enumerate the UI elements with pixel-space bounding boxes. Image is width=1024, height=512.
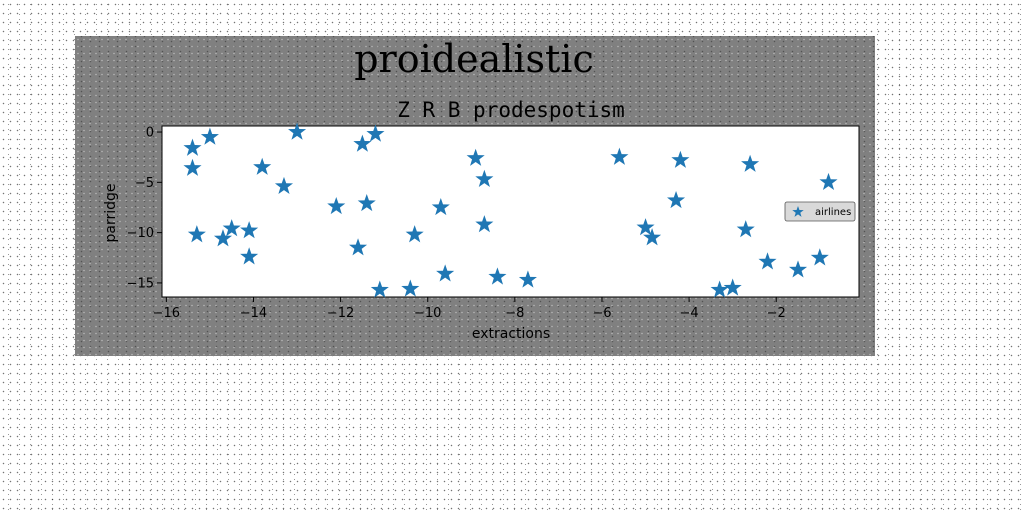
chart-suptitle: proidealistic xyxy=(354,37,594,81)
x-tick-label: −14 xyxy=(240,306,267,321)
data-point xyxy=(370,280,389,298)
x-tick-label: −2 xyxy=(767,306,786,321)
scatter-chart: proidealistic Z R B prodespotism −16 −14−… xyxy=(103,37,860,342)
data-point xyxy=(213,229,233,247)
data-point xyxy=(327,196,346,215)
legend-box xyxy=(784,201,856,222)
x-tick-label: −10 xyxy=(414,306,441,321)
data-point xyxy=(366,124,385,142)
y-tick-label: −10 xyxy=(127,226,154,241)
data-point xyxy=(671,150,690,168)
data-point xyxy=(736,220,755,238)
x-tick-label: −8 xyxy=(505,306,524,321)
data-point xyxy=(758,252,777,270)
chart-figure: proidealistic Z R B prodespotism −16 −14−… xyxy=(75,36,875,356)
data-point xyxy=(436,264,455,282)
data-point xyxy=(466,148,485,166)
data-point xyxy=(240,247,259,265)
plot-area xyxy=(161,125,860,298)
data-point xyxy=(353,134,372,152)
data-point xyxy=(741,154,760,172)
data-point xyxy=(431,197,450,216)
x-tick-label: −16 xyxy=(153,306,180,321)
legend-label-airlines: airlines xyxy=(815,207,851,218)
x-tick-label: −12 xyxy=(327,306,354,321)
x-tick-label: −4 xyxy=(680,306,699,321)
data-point xyxy=(357,193,376,212)
legend-marker-airlines xyxy=(792,206,804,217)
legend: airlines xyxy=(784,201,856,222)
data-point xyxy=(405,225,424,243)
data-point xyxy=(810,248,829,266)
y-axis-ticks: 0 −5 −10 −15 xyxy=(127,126,162,291)
data-point xyxy=(723,278,742,296)
data-point xyxy=(819,172,838,191)
y-tick-label: −15 xyxy=(127,276,154,291)
data-point xyxy=(240,221,259,239)
data-point xyxy=(475,169,494,187)
data-point xyxy=(274,176,294,195)
data-point xyxy=(187,225,206,243)
y-axis-label: parridge xyxy=(103,183,119,242)
data-point xyxy=(518,270,537,288)
chart-title: Z R B prodespotism xyxy=(397,98,625,122)
data-point xyxy=(349,238,368,256)
data-point xyxy=(636,218,655,236)
data-point xyxy=(643,228,662,246)
y-tick-label: 0 xyxy=(146,126,154,141)
data-point xyxy=(222,219,241,237)
data-point xyxy=(200,127,219,145)
y-tick-label: −5 xyxy=(135,176,154,191)
data-point xyxy=(288,122,307,140)
data-point xyxy=(710,280,729,298)
data-point xyxy=(667,190,686,209)
x-tick-label: −6 xyxy=(592,306,611,321)
data-point xyxy=(183,158,202,176)
data-point xyxy=(788,260,808,278)
data-point xyxy=(610,147,629,165)
data-point xyxy=(183,138,202,156)
data-point xyxy=(488,267,507,285)
x-axis-ticks: −16 −14 −12 −10 −8 −6 −4 −2 xyxy=(153,297,786,321)
data-points xyxy=(183,122,838,298)
data-point xyxy=(401,279,420,297)
data-point xyxy=(253,157,272,175)
data-point xyxy=(475,215,494,233)
x-axis-label: extractions xyxy=(472,326,550,342)
